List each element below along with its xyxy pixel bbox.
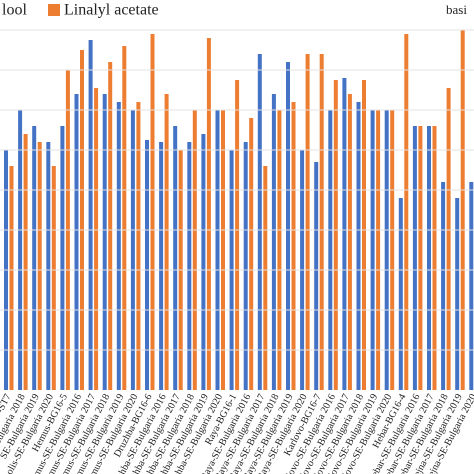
bar (469, 182, 474, 390)
bar (94, 88, 99, 390)
bar (249, 118, 254, 390)
bar (390, 110, 395, 390)
bar (235, 80, 240, 390)
bar (80, 50, 84, 390)
bar (221, 110, 225, 390)
bar (356, 102, 361, 390)
bar (333, 80, 338, 390)
bar (201, 134, 206, 390)
bar (116, 102, 121, 390)
bar (164, 94, 169, 390)
legend-label: lool (2, 2, 27, 19)
bar (376, 110, 381, 390)
bar (446, 88, 451, 390)
bar (328, 110, 333, 390)
bar (319, 54, 324, 390)
bar (187, 142, 192, 390)
bar (404, 34, 409, 390)
bar (136, 102, 141, 390)
subtitle: basi (446, 2, 467, 17)
bar (9, 166, 14, 390)
bar (130, 110, 135, 390)
bar (150, 34, 155, 390)
bar (243, 142, 248, 390)
bar (370, 110, 375, 390)
bar (441, 182, 446, 390)
bar (427, 126, 431, 390)
bar (51, 166, 56, 390)
bar (23, 134, 28, 390)
bar (432, 126, 437, 390)
bar (460, 30, 465, 390)
bar (60, 126, 65, 390)
bar (271, 94, 276, 390)
bar (206, 38, 211, 390)
bar (215, 110, 220, 390)
bar (46, 142, 51, 390)
bar (102, 94, 107, 390)
bar (88, 40, 93, 390)
bar (32, 126, 37, 390)
bar (291, 102, 296, 390)
bar (74, 94, 79, 390)
bar (455, 198, 460, 390)
bar (418, 126, 423, 390)
bar (398, 198, 403, 390)
bar (263, 166, 268, 390)
bar (192, 110, 197, 390)
legend-label: Linalyl acetate (64, 2, 159, 19)
bar (347, 94, 352, 390)
bar (122, 46, 127, 390)
bar (257, 54, 262, 390)
bar (108, 62, 113, 390)
bar (362, 80, 366, 390)
bar (37, 142, 42, 390)
bar (173, 126, 178, 390)
bar (277, 110, 282, 390)
bar (384, 110, 389, 390)
bar (412, 126, 417, 390)
bar (305, 54, 310, 390)
bar (145, 140, 149, 390)
bar (314, 162, 319, 390)
bar (342, 78, 347, 390)
bar (286, 62, 290, 390)
bar (159, 142, 164, 390)
bar (18, 110, 23, 390)
legend-swatch (48, 4, 60, 16)
